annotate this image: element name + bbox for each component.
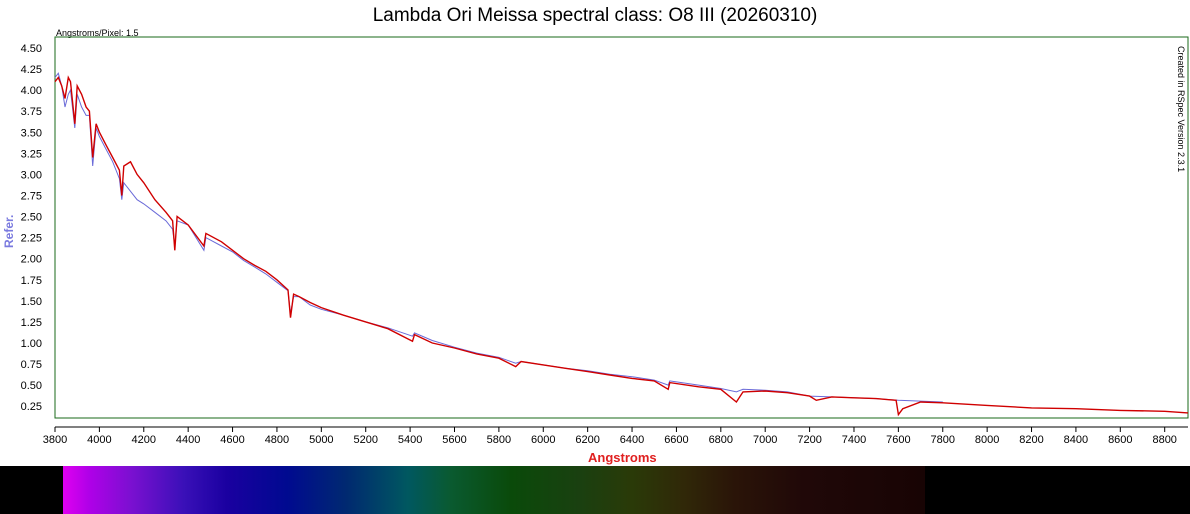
x-tick-label: 8800 <box>1152 434 1176 446</box>
dispersion-label: Angstroms/Pixel: 1.5 <box>56 28 139 38</box>
x-tick-label: 5800 <box>487 434 511 446</box>
x-tick-label: 4400 <box>176 434 200 446</box>
plot-frame <box>54 36 1189 419</box>
x-tick-label: 6400 <box>620 434 644 446</box>
y-tick-label: 3.25 <box>21 148 42 160</box>
x-tick-label: 5200 <box>353 434 377 446</box>
y-tick-label: 1.25 <box>21 317 42 329</box>
x-tick-label: 7000 <box>753 434 777 446</box>
y-tick-label: 0.75 <box>21 359 42 371</box>
x-tick-label: 4800 <box>265 434 289 446</box>
color-spectrum <box>63 466 925 514</box>
y-tick-label: 2.00 <box>21 254 42 266</box>
x-axis-label: Angstroms <box>588 450 657 465</box>
x-tick-label: 8200 <box>1019 434 1043 446</box>
series-observed-line <box>54 75 1189 417</box>
x-tick-label: 7400 <box>842 434 866 446</box>
y-tick-label: 2.75 <box>21 190 42 202</box>
x-tick-label: 8600 <box>1108 434 1132 446</box>
x-tick-label: 6800 <box>709 434 733 446</box>
x-tick-label: 6600 <box>664 434 688 446</box>
x-tick-label: 5600 <box>442 434 466 446</box>
x-tick-label: 3800 <box>43 434 67 446</box>
y-tick-label: 4.50 <box>21 43 42 55</box>
spectrum-chart: 3800 4000 4200 4400 4600 4800 5000 5200 5400 5600… <box>21 36 1189 446</box>
y-tick-label: 2.50 <box>21 212 42 224</box>
y-tick-label: 3.00 <box>21 169 42 181</box>
x-tick-label: 7200 <box>797 434 821 446</box>
y-tick-label: 2.25 <box>21 233 42 245</box>
x-tick-label: 4600 <box>220 434 244 446</box>
x-tick-label: 6000 <box>531 434 555 446</box>
y-tick-label: 0.25 <box>21 401 42 413</box>
x-tick-label: 4000 <box>87 434 111 446</box>
x-tick-label: 8000 <box>975 434 999 446</box>
y-tick-label: 0.50 <box>21 380 42 392</box>
y-tick-label: 1.00 <box>21 338 42 350</box>
x-tick-label: 4200 <box>132 434 156 446</box>
x-tick-label: 6200 <box>575 434 599 446</box>
x-tick-label: 5000 <box>309 434 333 446</box>
y-tick-label: 4.25 <box>21 64 42 76</box>
chart-title: Lambda Ori Meissa spectral class: O8 III… <box>372 5 818 26</box>
software-credit: Created in RSpec Version 2.3.1 <box>1176 46 1186 173</box>
x-tick-label: 7600 <box>886 434 910 446</box>
y-tick-label: 1.75 <box>21 275 42 287</box>
x-tick-label: 7800 <box>931 434 955 446</box>
y-tick-label: 3.75 <box>21 106 42 118</box>
synthetic-spectrum-strip <box>0 466 1190 514</box>
series-reference-line <box>54 72 943 403</box>
x-tick-label: 8400 <box>1064 434 1088 446</box>
y-tick-label: 3.50 <box>21 127 42 139</box>
y-tick-label: 1.50 <box>21 296 42 308</box>
x-tick-label: 5400 <box>398 434 422 446</box>
y-tick-label: 4.00 <box>21 85 42 97</box>
